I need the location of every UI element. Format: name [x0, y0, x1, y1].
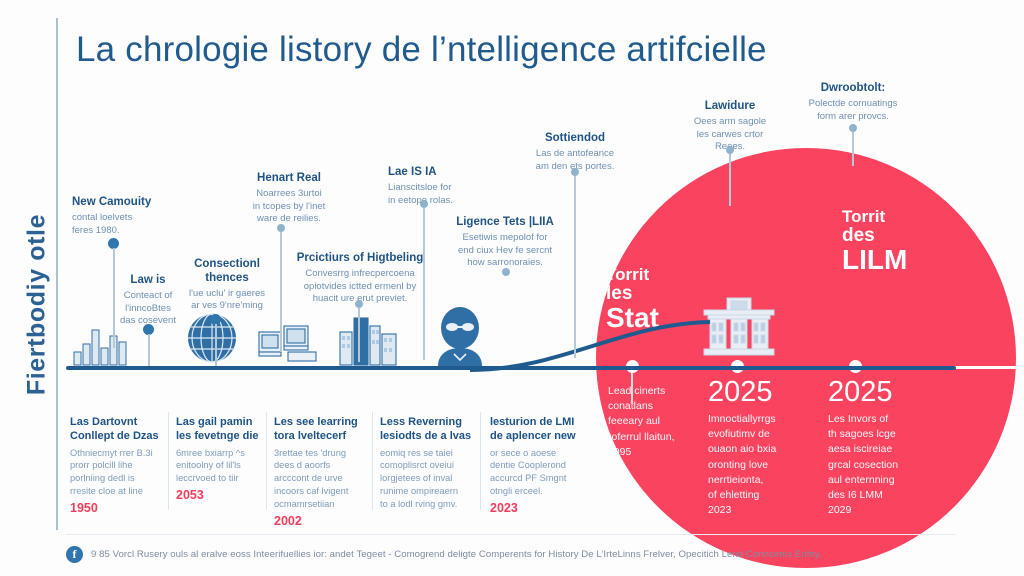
axis-curve: [470, 320, 710, 372]
bottom-column-5-title: lesturion de LMI de aplencer new: [490, 416, 576, 442]
annotation-sottiendod-body: Las de antofeance am den ets portes.: [535, 147, 615, 172]
annotation-law-is-title: Law is: [130, 274, 166, 286]
annotation-dot-lawidure: [726, 146, 734, 154]
annotation-dot-new-camouity: [108, 238, 119, 249]
bottom-column-1-body: Othniecmyt rrer B.3i prorr polcill lihe …: [70, 447, 153, 496]
annotation-consectionl-thences: Consectionl thences l'ue uclu' ir gaeres…: [174, 258, 280, 313]
footer-text: 9 85 Vorcl Rusery ouls al eralve eoss In…: [91, 549, 822, 560]
annotation-law-is: Law is Conteact of l'inncoBtes das cosev…: [100, 274, 196, 328]
annotation-law-is-body: Conteact of l'inncoBtes das cosevent: [120, 289, 176, 327]
globe-icon: [188, 313, 236, 363]
annotation-henart-real-title: Henart Real: [257, 172, 321, 184]
sidebar-rotated-label: Fiertbodiy otle: [22, 213, 51, 396]
bottom-column-lesturion-de-lmi: lesturion de LMI de aplencer new or sece…: [490, 416, 590, 515]
annotation-sottiendod: Sottiendod Las de antofeance am den ets …: [514, 132, 636, 173]
computers-icon: [258, 325, 317, 362]
annotation-lae-is-ia-title: Lae IS IA: [388, 166, 437, 178]
circle-year-2: 2025: [708, 376, 773, 408]
bottom-column-5-year: 2023: [490, 500, 518, 515]
annotation-connector-dwroobtolt: [852, 132, 854, 166]
bottom-column-less-reverning: Less Reverning lesiodts de a lvas eomiq …: [380, 416, 480, 514]
circle-head-3-line3: LILM: [842, 244, 908, 276]
bottom-column-4-body: eomiq res se taiei comoplisrct oveiui lo…: [380, 447, 459, 509]
annotation-consectionl-thences-body: l'ue uclu' ir gaeres ar ves 9'nre'ming: [189, 287, 265, 312]
annotation-ligence-tets-body: Esetiwis mepolof for end ciux Hev fe ser…: [458, 231, 552, 269]
annotation-prcictiurs-title: Prcictiurs of Higtbeling: [296, 252, 424, 264]
annotation-dot-dwroobtolt: [849, 124, 857, 132]
annotation-lae-is-ia: Lae IS IA Lianscitsloe for in eetope rol…: [388, 166, 496, 207]
circle-head-3-line1: Torrit: [842, 207, 886, 226]
circle-head-3-line2: des: [842, 224, 875, 246]
bottom-column-las-dartovnt: Las Dartovnt Conllept de Dzas Othniecmyt…: [70, 416, 170, 515]
annotation-new-camouity-title: New Camouity: [72, 196, 152, 208]
bottom-column-4-title: Less Reverning lesiodts de a lvas: [380, 416, 472, 442]
circle-head-1: Torrit les Stat: [606, 266, 659, 333]
bottom-column-3-title: Les see learring tora lveltecerf: [274, 416, 358, 442]
annotation-dot-ligence-tets: [502, 268, 510, 276]
bottom-column-3-year: 2002: [274, 513, 302, 528]
annotation-dwroobtolt: Dwroobtolt: Polectde cornuatings form ar…: [786, 82, 920, 123]
annotation-connector-sottiendod: [574, 176, 576, 358]
bottom-column-2-title: Las gail pamin les fevetnge die: [176, 416, 259, 442]
footer-divider: [66, 534, 956, 535]
facebook-icon[interactable]: f: [66, 546, 83, 563]
annotation-sottiendod-title: Sottiendod: [544, 132, 606, 144]
classical-building-icon: [703, 297, 775, 356]
bottom-column-5-body: or sece o aoese dentie Cooplerond accurc…: [490, 447, 567, 496]
annotation-connector-new-camouity: [113, 248, 115, 348]
circle-body-1: Lead cinerts conatlans feeeary aul rofer…: [608, 385, 675, 458]
bottom-column-1-title: Las Dartovnt Conllept de Dzas: [70, 416, 159, 442]
annotation-consectionl-thences-title: Consectionl thences: [194, 258, 260, 284]
bottom-divider-4: [480, 412, 481, 510]
annotation-connector-prcictiurs: [358, 308, 360, 362]
annotation-connector-lawidure: [729, 154, 731, 206]
annotation-connector-law-is: [148, 334, 150, 366]
annotation-dot-lae-is-ia: [420, 200, 428, 208]
circle-body-3: Les Invors of th sagoes lcge aesa iscire…: [828, 413, 899, 517]
circle-head-1-line1: Torrit: [606, 265, 650, 284]
annotation-lae-is-ia-body: Lianscitsloe for in eetope rolas.: [388, 181, 453, 206]
annotation-dot-prcictiurs: [355, 300, 363, 308]
annotation-connector-lae-is-ia: [423, 208, 425, 360]
annotation-new-camouity-body: contal loelvets feres 1980.: [72, 211, 133, 236]
city-skyline-icon: [339, 317, 397, 366]
bottom-divider-2: [266, 412, 267, 510]
annotation-dwroobtolt-body: Polectde cornuatings form arer provcs.: [808, 97, 898, 122]
annotation-lawidure-title: Lawidure: [704, 100, 756, 112]
bottom-divider-3: [372, 412, 373, 510]
circle-head-1-line2: les: [606, 282, 633, 304]
bottom-column-2-year: 2053: [176, 487, 204, 502]
annotation-henart-real: Henart Real Noarrees 3urtoi in tcopes by…: [232, 172, 346, 226]
bottom-column-2-body: 6mree bxiarrp ^s enitoolny of lil'ls lec…: [176, 447, 245, 484]
annotation-dwroobtolt-title: Dwroobtolt:: [820, 82, 886, 94]
annotation-dot-sottiendod: [571, 168, 579, 176]
bottom-column-les-see-learring: Les see learring tora lveltecerf 3rettae…: [274, 416, 374, 528]
annotation-prcictiurs: Prcictiurs of Higtbeling Convesrrg infre…: [284, 252, 436, 306]
annotation-ligence-tets-title: Ligence Tets |LIIA: [456, 216, 554, 228]
bottom-divider-1: [168, 412, 169, 510]
bottom-column-3-body: 3rettae tes 'drung dees d aoorfs arcccon…: [274, 447, 349, 509]
circle-connector-1: [631, 373, 633, 403]
annotation-dot-law-is: [143, 324, 154, 335]
person-head-icon: [438, 307, 482, 366]
annotation-dot-henart-real: [277, 224, 285, 232]
pink-highlight-circle: Torrit les Stat Torrit des LILM: [596, 148, 1016, 568]
bottom-column-1-year: 1950: [70, 500, 98, 515]
annotation-prcictiurs-body: Convesrrg infrecpercoena opiotvides ictt…: [303, 267, 417, 305]
annotation-connector-consectionl: [215, 324, 217, 366]
circle-head-3: Torrit des LILM: [842, 208, 907, 275]
annotation-henart-real-body: Noarrees 3urtoi in tcopes by l'inet ware…: [252, 187, 326, 225]
left-vertical-rule: [56, 18, 58, 530]
annotation-new-camouity: New Camouity contal loelvets feres 1980.: [72, 196, 182, 237]
bar-chart-icon: [73, 329, 127, 366]
circle-body-2: Imnoctiallyrrgs evofiutimv de ouaon aio …: [708, 413, 777, 517]
annotation-connector-henart-real: [280, 232, 282, 352]
page-title: La chrologie listory de l’ntelligence ar…: [76, 30, 767, 69]
circle-year-3: 2025: [828, 376, 893, 408]
footer: f 9 85 Vorcl Rusery ouls al eralve eoss …: [66, 546, 1004, 563]
bottom-column-las-gail-pamin: Las gail pamin les fevetnge die 6mree bx…: [176, 416, 276, 502]
annotation-ligence-tets: Ligence Tets |LIIA Esetiwis mepolof for …: [440, 216, 570, 270]
annotation-dot-consectionl: [210, 314, 221, 325]
